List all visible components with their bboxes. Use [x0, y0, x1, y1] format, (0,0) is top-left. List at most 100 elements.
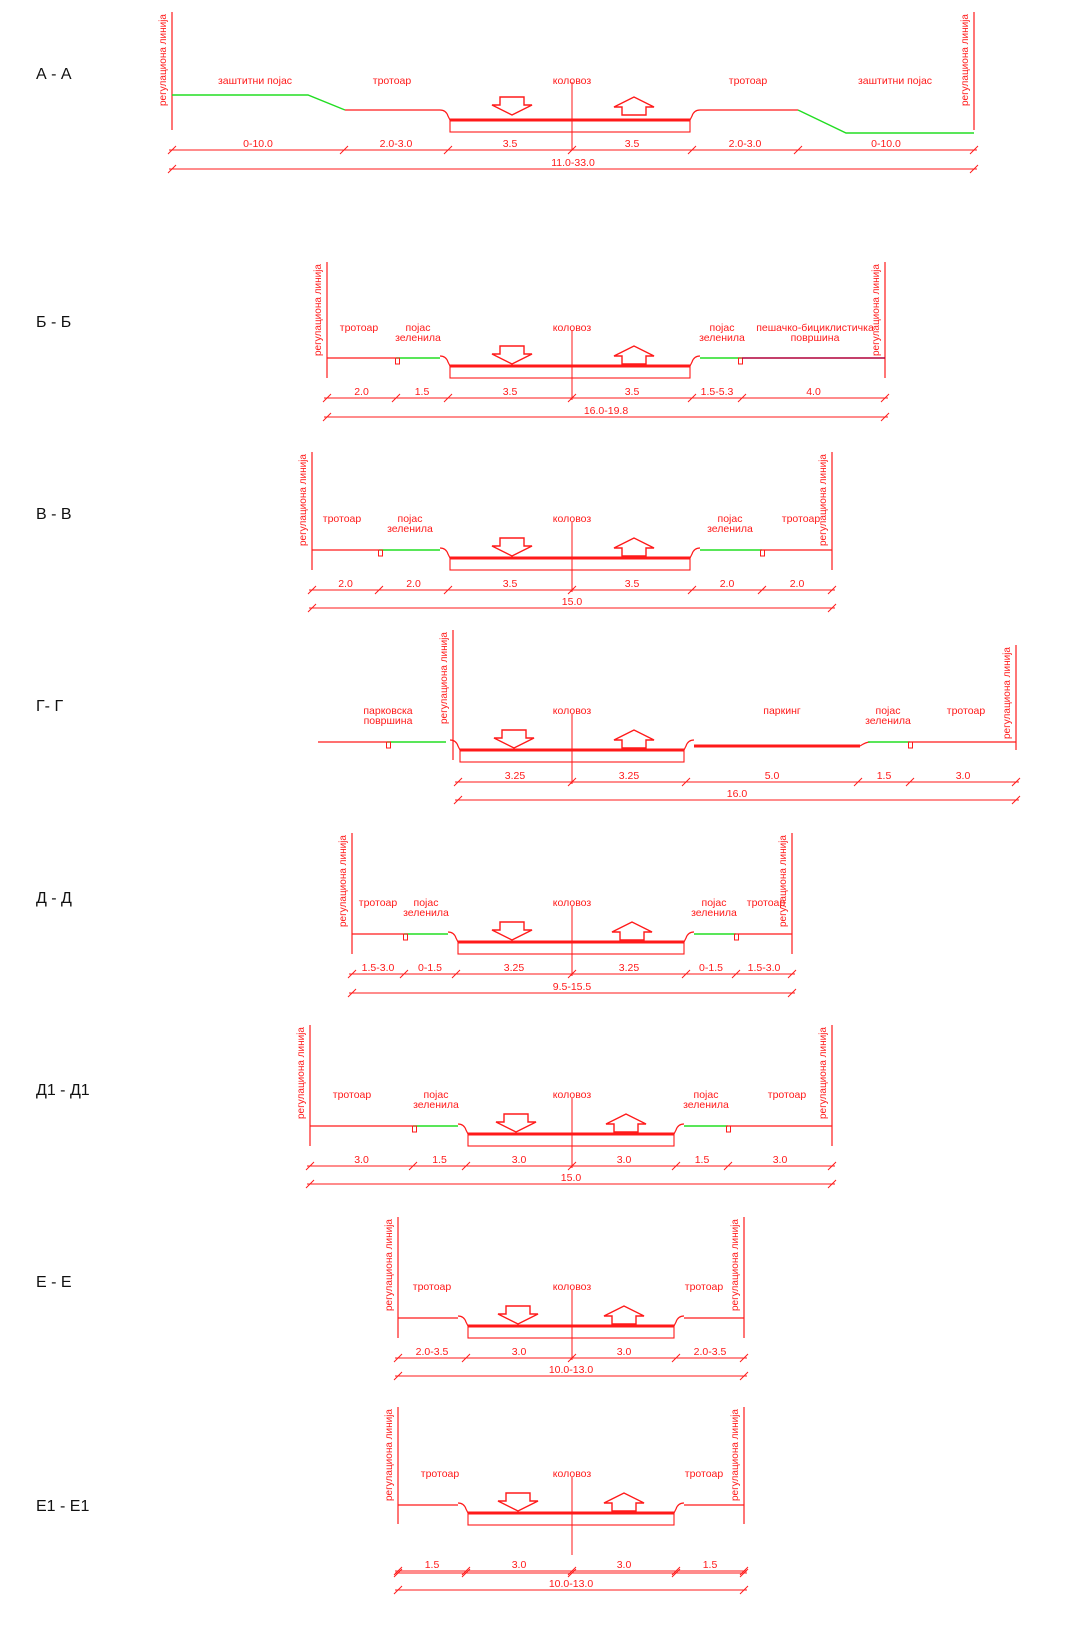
dimension-tick — [1011, 795, 1021, 805]
curb-mark — [378, 549, 383, 557]
zone-label: заштитни појас — [858, 75, 932, 87]
regulation-line-label-right: регулациона линија — [871, 264, 882, 356]
dimension-tick — [305, 1161, 315, 1171]
curb-mark — [734, 933, 739, 941]
dimension-label: 3.5 — [625, 386, 640, 398]
zone-label: зеленила — [691, 907, 737, 919]
carriageway-slab — [467, 1325, 675, 1339]
zone-label: зеленила — [699, 332, 745, 344]
zone-label: тротоар — [421, 1468, 460, 1480]
dimension-tick — [307, 585, 317, 595]
traffic-direction-down-icon — [495, 1113, 537, 1133]
zone-label: појас — [414, 897, 439, 909]
dimension-label: 1.5-3.0 — [748, 962, 781, 974]
zone-label: појас — [398, 513, 423, 525]
traffic-direction-down-icon — [491, 537, 533, 557]
zone-label: зеленила — [403, 907, 449, 919]
dimension-tick — [567, 1566, 577, 1576]
dimension-tick — [443, 393, 453, 403]
dimension-label: 11.0-33.0 — [551, 157, 595, 169]
traffic-direction-up-icon — [613, 537, 655, 557]
zone-label: коловоз — [553, 322, 592, 334]
zone-label: коловоз — [553, 75, 592, 87]
carriageway-slab — [467, 1133, 675, 1147]
dimension-tick — [443, 145, 453, 155]
dimension-tick — [731, 969, 741, 979]
dimension-tick — [305, 1179, 315, 1189]
zone-label: тротоар — [359, 897, 398, 909]
curb-mark — [738, 357, 743, 365]
dimension-tick — [393, 1585, 403, 1595]
zone-label: тротоар — [729, 75, 768, 87]
carriageway-slab — [449, 119, 691, 133]
dimension-label: 0-10.0 — [871, 138, 901, 150]
zone-label: појас — [710, 322, 735, 334]
protective-zone-left — [172, 94, 346, 111]
zone-label: зеленила — [683, 1099, 729, 1111]
dimension-label: 1.5 — [703, 1559, 718, 1571]
dimension-tick — [567, 969, 577, 979]
dimension-tick — [739, 1585, 749, 1595]
dimension-tick — [671, 1353, 681, 1363]
dimension-tick — [408, 1161, 418, 1171]
dimension-tick — [453, 777, 463, 787]
regulation-line-label-left: регулациона линија — [338, 835, 349, 927]
zone-label: коловоз — [553, 1089, 592, 1101]
dimension-tick — [687, 393, 697, 403]
dimension-tick — [567, 777, 577, 787]
dimension-tick — [322, 412, 332, 422]
dimension-tick — [880, 393, 890, 403]
dimension-label: 10.0-13.0 — [549, 1364, 594, 1376]
kerb-left — [457, 1502, 469, 1514]
traffic-direction-down-icon — [497, 1305, 539, 1325]
dimension-tick — [737, 393, 747, 403]
dimension-label: 3.5 — [503, 386, 518, 398]
dimension-tick — [671, 1568, 681, 1578]
dimension-tick — [393, 1353, 403, 1363]
dimension-tick — [687, 585, 697, 595]
zone-label: коловоз — [553, 897, 592, 909]
dimension-tick — [461, 1353, 471, 1363]
dimension-tick — [567, 1568, 577, 1578]
dimension-label: 2.0-3.0 — [380, 138, 413, 150]
traffic-direction-up-icon — [613, 345, 655, 365]
traffic-direction-up-icon — [611, 921, 653, 941]
dimension-label: 4.0 — [806, 386, 821, 398]
zone-label: зеленила — [707, 523, 753, 535]
zone-label: тротоар — [768, 1089, 807, 1101]
dimension-label: 2.0-3.5 — [416, 1346, 449, 1358]
section-label-v: В - В — [36, 506, 72, 523]
dimension-label: 3.0 — [354, 1154, 369, 1166]
dimension-tick — [461, 1566, 471, 1576]
kerb-left — [447, 931, 459, 943]
dimension-tick — [787, 988, 797, 998]
dimension-tick — [827, 585, 837, 595]
regulation-line-label-right: регулациона линија — [818, 1027, 829, 1119]
zone-label: тротоар — [747, 897, 786, 909]
curb-mark — [412, 1125, 417, 1133]
zone-label: појас — [694, 1089, 719, 1101]
dimension-tick — [969, 145, 979, 155]
regulation-line-label-left: регулациона линија — [384, 1219, 395, 1311]
kerb-left — [457, 1315, 469, 1327]
dimension-tick — [347, 988, 357, 998]
dimension-label: 3.5 — [625, 138, 640, 150]
dimension-label: 2.0 — [354, 386, 369, 398]
dimension-tick — [739, 1566, 749, 1576]
dimension-label: 2.0 — [406, 578, 421, 590]
dimension-label: 10.0-13.0 — [549, 1578, 594, 1590]
traffic-direction-up-icon — [613, 96, 655, 116]
zone-label: тротоар — [340, 322, 379, 334]
curb-mark — [908, 741, 913, 749]
dimension-label: 0-10.0 — [243, 138, 273, 150]
dimension-label: 1.5 — [425, 1559, 440, 1571]
zone-label: коловоз — [553, 513, 592, 525]
regulation-line-label-right: регулациона линија — [818, 454, 829, 546]
dimension-tick — [739, 1371, 749, 1381]
traffic-direction-down-icon — [491, 921, 533, 941]
zone-label: појас — [424, 1089, 449, 1101]
kerb-left — [439, 355, 451, 367]
dimension-tick — [567, 1161, 577, 1171]
dimension-tick — [1011, 777, 1021, 787]
regulation-line-label-left: регулациона линија — [158, 14, 169, 106]
